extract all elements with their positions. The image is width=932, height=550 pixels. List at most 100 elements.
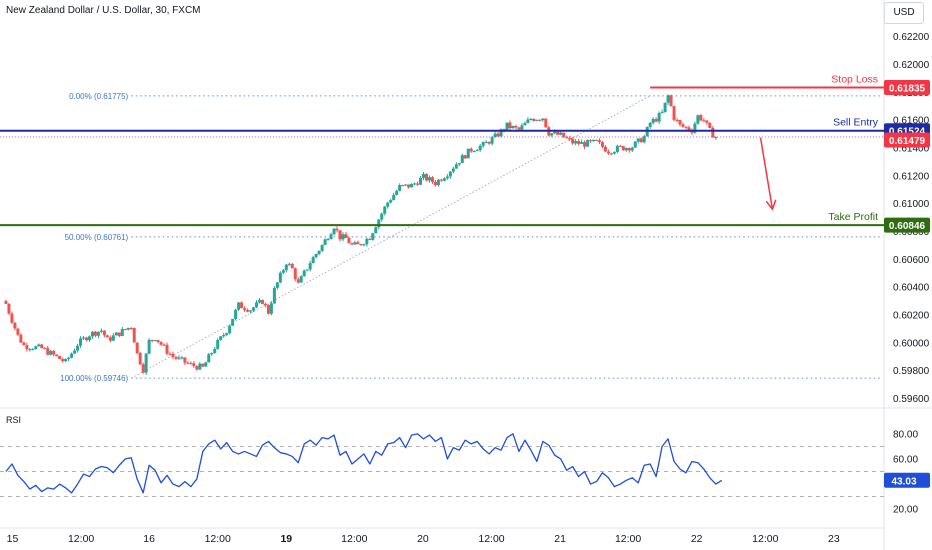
candle-body[interactable] [147,339,151,354]
candle-body[interactable] [192,363,196,367]
candle-body[interactable] [195,366,199,370]
candle-body[interactable] [34,346,38,350]
candle-body[interactable] [341,234,345,240]
candle-body[interactable] [287,263,291,265]
candle-body[interactable] [64,359,68,362]
candle-body[interactable] [472,150,476,152]
candle-body[interactable] [702,120,706,122]
candle-body[interactable] [574,141,578,144]
candle-body[interactable] [183,357,187,363]
candle-body[interactable] [666,95,670,103]
candle-body[interactable] [642,136,646,143]
candle-body[interactable] [404,184,408,186]
candle-body[interactable] [240,302,244,309]
candle-body[interactable] [87,336,91,341]
candle-body[interactable] [350,243,354,245]
candle-body[interactable] [159,342,163,345]
candle-body[interactable] [296,279,300,283]
candle-body[interactable] [284,264,288,271]
candle-body[interactable] [308,263,312,270]
candle-body[interactable] [129,327,133,329]
candle-body[interactable] [422,173,426,178]
candle-body[interactable] [174,356,178,359]
candle-body[interactable] [73,350,77,354]
candle-body[interactable] [16,328,20,335]
candle-body[interactable] [246,309,250,312]
candle-body[interactable] [153,340,157,342]
candle-body[interactable] [389,200,393,203]
candle-body[interactable] [639,138,643,143]
candle-body[interactable] [592,139,596,142]
candle-body[interactable] [454,164,458,169]
candle-body[interactable] [269,303,273,314]
candle-body[interactable] [150,339,154,341]
candle-body[interactable] [627,148,631,151]
candle-body[interactable] [526,119,530,124]
candle-body[interactable] [651,119,655,123]
candle-body[interactable] [436,179,440,186]
candle-body[interactable] [144,353,148,373]
candle-body[interactable] [413,183,417,185]
candle-body[interactable] [219,336,223,340]
candle-body[interactable] [323,239,327,245]
candle-body[interactable] [353,242,357,245]
candle-body[interactable] [67,357,71,360]
candle-body[interactable] [132,327,136,343]
candle-body[interactable] [600,142,604,147]
candle-body[interactable] [4,301,8,304]
candle-body[interactable] [675,119,679,121]
candle-body[interactable] [520,125,524,130]
candle-body[interactable] [410,184,414,188]
candle-body[interactable] [204,362,208,367]
candle-body[interactable] [213,348,217,353]
candle-body[interactable] [603,146,607,152]
candle-body[interactable] [335,228,339,231]
candle-body[interactable] [329,234,333,240]
candle-body[interactable] [609,153,613,155]
candle-body[interactable] [19,334,23,343]
candle-body[interactable] [76,345,80,351]
candle-body[interactable] [696,115,700,124]
candle-body[interactable] [407,184,411,188]
candle-body[interactable] [117,332,121,336]
candle-body[interactable] [672,106,676,120]
candle-body[interactable] [371,233,375,240]
candle-body[interactable] [705,120,709,123]
candle-body[interactable] [141,364,145,373]
candle-body[interactable] [305,269,309,271]
candle-body[interactable] [484,141,488,143]
candle-body[interactable] [469,148,473,152]
candle-body[interactable] [55,354,59,356]
candle-body[interactable] [165,344,169,354]
candle-body[interactable] [320,244,324,251]
candle-body[interactable] [311,257,315,264]
candle-body[interactable] [135,342,139,354]
candle-body[interactable] [630,147,634,151]
candle-body[interactable] [636,138,640,142]
candle-body[interactable] [90,331,94,337]
candle-body[interactable] [201,363,205,367]
candle-body[interactable] [597,140,601,143]
candle-body[interactable] [514,126,518,128]
candle-body[interactable] [231,318,235,326]
arrow-shaft[interactable] [759,137,774,210]
fib-trend-line[interactable] [131,95,651,379]
candle-body[interactable] [362,244,366,246]
candle-body[interactable] [28,349,32,351]
candle-body[interactable] [463,155,467,159]
candle-body[interactable] [460,155,464,164]
candle-body[interactable] [589,140,593,142]
candle-body[interactable] [699,115,703,121]
candle-body[interactable] [583,142,587,147]
candle-body[interactable] [448,171,452,177]
candle-body[interactable] [693,123,697,133]
candle-body[interactable] [210,352,214,355]
candle-body[interactable] [281,270,285,273]
candle-body[interactable] [162,344,166,346]
candle-body[interactable] [416,183,420,185]
candle-body[interactable] [499,129,503,137]
candle-body[interactable] [254,302,258,308]
candle-body[interactable] [571,138,575,144]
candle-body[interactable] [13,322,17,329]
candle-body[interactable] [344,234,348,238]
